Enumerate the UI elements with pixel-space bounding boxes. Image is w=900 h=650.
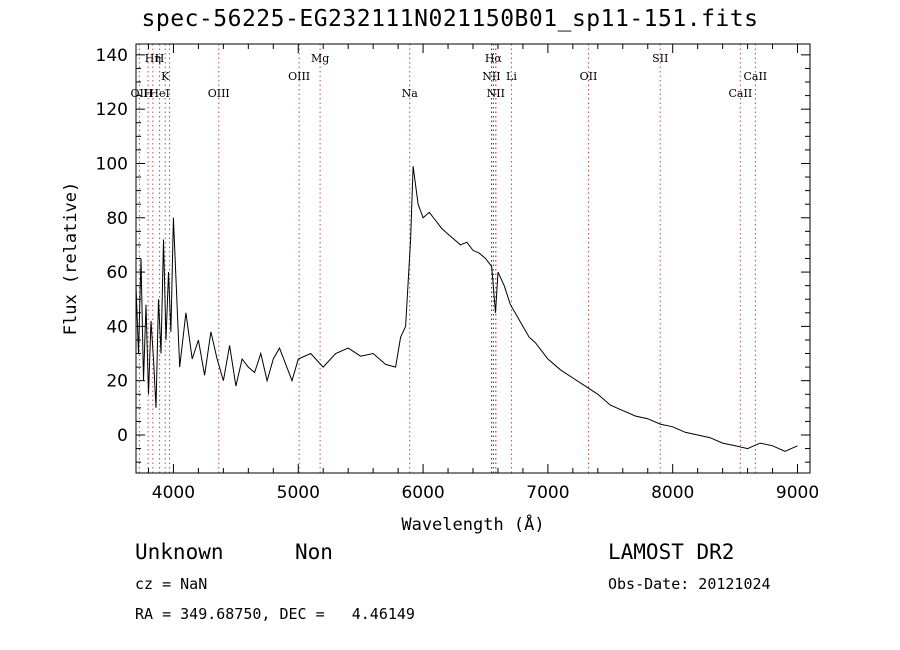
line-annotation: SII [652, 52, 668, 65]
y-tick-label: 120 [96, 100, 128, 120]
survey-label: LAMOST DR2 [608, 540, 735, 564]
line-annotation: CaII [729, 87, 753, 100]
y-tick-label: 20 [106, 372, 128, 392]
y-tick-label: 60 [106, 263, 128, 283]
obs-date-label: Obs-Date: 20121024 [608, 575, 771, 593]
x-tick-label: 6000 [401, 483, 444, 503]
line-annotation: OIII [288, 70, 310, 83]
line-annotation: Hη [145, 52, 161, 65]
y-tick-label: 80 [106, 209, 128, 229]
x-tick-label: 7000 [526, 483, 569, 503]
x-tick-label: 4000 [152, 483, 195, 503]
line-annotation: H [143, 87, 153, 100]
x-tick-label: 8000 [651, 483, 694, 503]
subclass-label: Non [295, 540, 333, 564]
line-annotation: OIII [208, 87, 230, 100]
line-annotation: K [161, 70, 170, 83]
class-label: Unknown [135, 540, 224, 564]
series-line [135, 166, 798, 452]
line-annotation: Li [506, 70, 517, 83]
line-annotation: Na [402, 87, 419, 100]
line-annotation: H [155, 52, 165, 65]
line-annotation: CaII [743, 70, 767, 83]
line-annotation: NII [487, 87, 505, 100]
line-annotation: Hα [485, 52, 503, 65]
y-axis-label: Flux (relative) [61, 182, 81, 336]
chart-title: spec-56225-EG232111N021150B01_sp11-151.f… [141, 6, 759, 32]
plot-frame [135, 43, 811, 474]
coordinates-label: RA = 349.68750, DEC = 4.46149 [135, 605, 415, 623]
y-tick-label: 40 [106, 317, 128, 337]
x-axis-label: Wavelength (Å) [401, 513, 544, 535]
y-tick-label: 100 [96, 154, 128, 174]
line-annotation: OII [580, 70, 598, 83]
line-annotation: Mg [311, 52, 329, 65]
x-tick-label: 9000 [776, 483, 819, 503]
y-tick-label: 140 [96, 46, 128, 66]
line-annotation: OII [131, 87, 149, 100]
redshift-label: cz = NaN [135, 575, 208, 593]
line-annotation: NII [482, 70, 500, 83]
x-tick-label: 5000 [277, 483, 320, 503]
line-annotation: HeI [149, 87, 169, 100]
y-tick-label: 0 [117, 426, 128, 446]
